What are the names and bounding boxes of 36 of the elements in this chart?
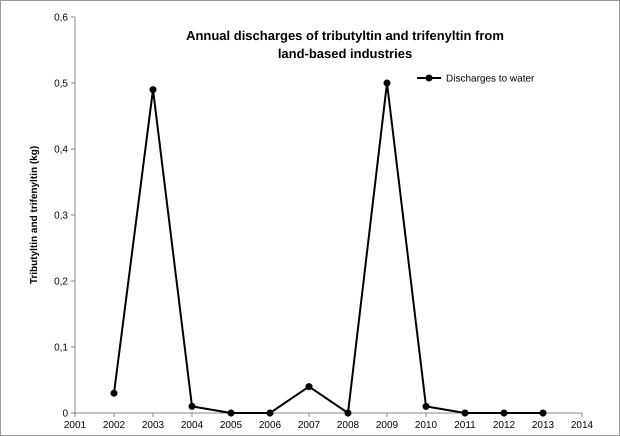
x-tick-label: 2010 bbox=[414, 420, 438, 431]
x-tick-label: 2005 bbox=[220, 420, 243, 431]
x-tick-label: 2008 bbox=[336, 420, 360, 431]
y-tick-label: 0,4 bbox=[54, 144, 68, 156]
x-tick-label: 2009 bbox=[376, 420, 399, 431]
x-tick-label: 2012 bbox=[492, 420, 516, 431]
text: Annual discharges of tributyltin and trifenyltin from land-based industries bbox=[186, 28, 504, 61]
point bbox=[344, 410, 352, 416]
point bbox=[266, 410, 274, 416]
legend-label: Discharges to water bbox=[446, 74, 536, 84]
y-tick-label: 0 bbox=[62, 408, 68, 420]
point bbox=[384, 80, 390, 86]
x-tick-label: 2011 bbox=[454, 420, 476, 431]
point bbox=[422, 402, 430, 410]
point bbox=[500, 410, 508, 416]
point bbox=[228, 410, 234, 416]
x-tick-label: 2001 bbox=[64, 420, 87, 431]
y-tick-label: 0,2 bbox=[54, 276, 68, 288]
point bbox=[306, 383, 312, 390]
y-tick-label: 0,3 bbox=[54, 210, 68, 222]
x-tick-label: 2006 bbox=[258, 420, 282, 431]
x-tick-label: 2014 bbox=[570, 420, 594, 431]
y-axis-title: Tributyltin and trifenyltin (kg) bbox=[29, 146, 40, 284]
x-tick-label: 2013 bbox=[532, 420, 555, 431]
y-tick-label: 0,1 bbox=[54, 342, 68, 354]
point bbox=[540, 410, 546, 416]
point bbox=[188, 402, 196, 410]
point bbox=[150, 86, 156, 94]
x-tick-label: 2007 bbox=[298, 420, 321, 431]
y-tick-label: 0,5 bbox=[54, 78, 68, 90]
point bbox=[462, 410, 468, 416]
x-tick-label: 2003 bbox=[142, 420, 165, 431]
point bbox=[110, 390, 118, 397]
y-tick-label: 0,6 bbox=[54, 12, 68, 24]
x-tick-label: 2002 bbox=[102, 420, 126, 431]
x-tick-label: 2004 bbox=[180, 420, 204, 431]
